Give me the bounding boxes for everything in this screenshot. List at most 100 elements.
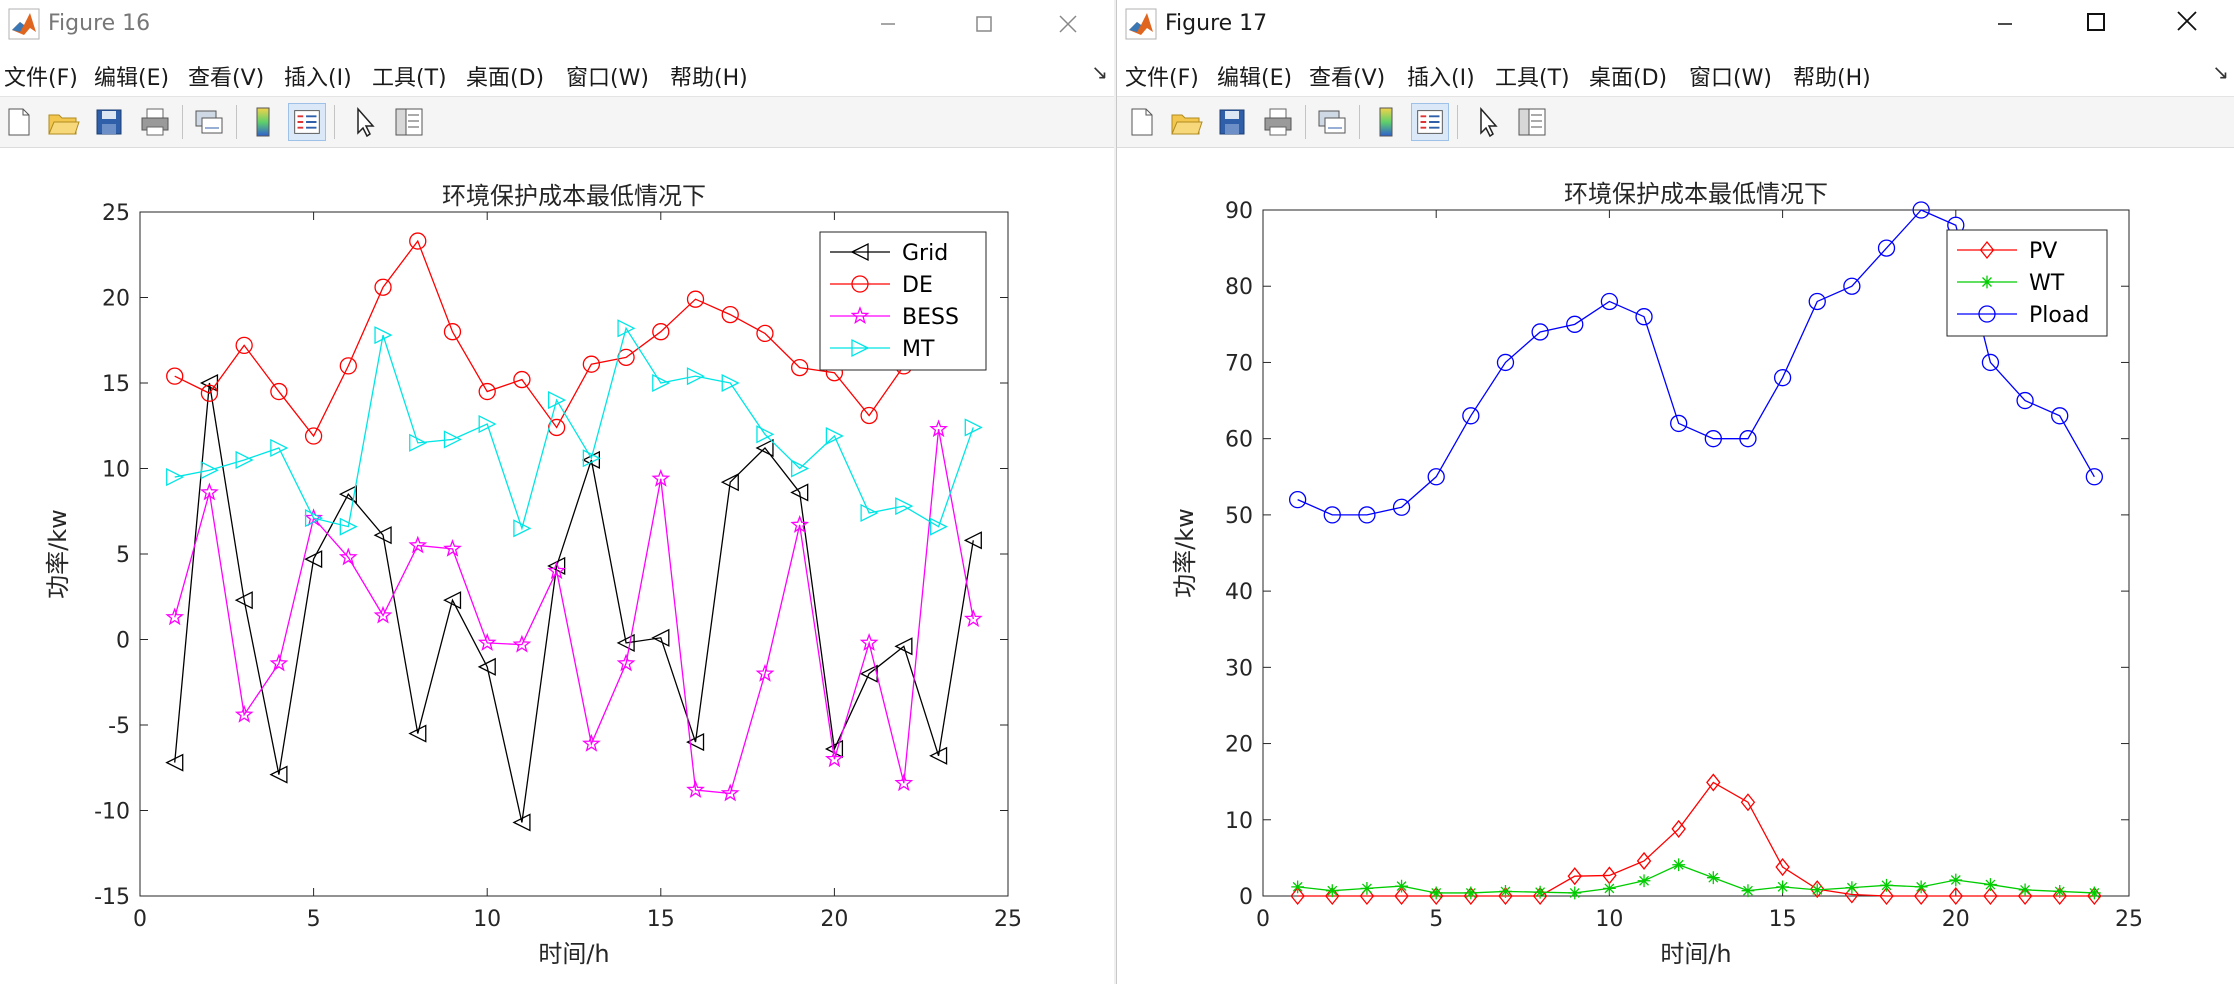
figure-16-axes[interactable]: 环境保护成本最低情况下 0 5 10 15 20 25 -15 -10 -5 0 5 10 15 20 25 时…: [0, 148, 1114, 984]
y-tick-label: -10: [94, 800, 130, 825]
maximize-icon[interactable]: [2063, 0, 2127, 48]
data-point-pload: [1808, 292, 1826, 311]
link-plot-icon[interactable]: [1313, 103, 1351, 141]
x-axis-label: 时间/h: [538, 940, 609, 968]
data-point-bess: [755, 663, 775, 682]
data-point-bess: [825, 749, 844, 768]
data-point-pv: [1498, 886, 1513, 906]
data-point-wt: [1395, 879, 1408, 893]
menu-help[interactable]: 帮助(H): [670, 66, 748, 91]
property-inspector-icon[interactable]: [1513, 103, 1551, 141]
data-point-grid: [165, 753, 184, 772]
menu-view[interactable]: 查看(V): [1309, 66, 1386, 91]
data-point-pload: [1427, 468, 1445, 486]
edit-plot-pointer-icon[interactable]: [346, 103, 384, 141]
y-tick-label: 90: [1225, 199, 1253, 224]
data-point-wt: [1741, 884, 1755, 898]
menu-desktop[interactable]: 桌面(D): [1589, 66, 1668, 91]
print-icon[interactable]: [1259, 103, 1297, 141]
new-figure-icon[interactable]: [0, 103, 38, 141]
data-point-pload: [1496, 353, 1515, 372]
open-file-icon[interactable]: [1167, 103, 1205, 141]
legend-label-wt: WT: [2029, 271, 2065, 296]
menu-help[interactable]: 帮助(H): [1793, 66, 1871, 91]
menu-file[interactable]: 文件(F): [4, 66, 78, 91]
figure-17-axes[interactable]: 环境保护成本最低情况下 0 5 10 15 20 25 0 10 20 30 40 50 60 70 80 90…: [1117, 148, 2234, 984]
close-icon[interactable]: [1036, 0, 1100, 48]
menu-insert[interactable]: 插入(I): [1407, 66, 1475, 91]
legend-icon[interactable]: [288, 103, 326, 141]
data-point-wt: [1291, 880, 1305, 894]
data-point-bess: [651, 468, 671, 487]
legend-label-grid: Grid: [902, 241, 948, 266]
legend-icon[interactable]: [1411, 103, 1449, 141]
menu-edit[interactable]: 编辑(E): [1217, 66, 1293, 91]
legend-label-pload: Pload: [2029, 303, 2089, 328]
menu-file[interactable]: 文件(F): [1125, 66, 1199, 91]
y-tick-label: 20: [102, 287, 130, 312]
data-point-wt: [1568, 886, 1582, 900]
menu-edit[interactable]: 编辑(E): [94, 66, 170, 91]
minimize-icon[interactable]: [856, 0, 920, 48]
data-point-pv: [1879, 886, 1894, 906]
data-point-bess: [477, 633, 497, 651]
legend[interactable]: Grid DE BESS MT: [819, 231, 987, 371]
maximize-icon[interactable]: [952, 0, 1016, 48]
link-plot-icon[interactable]: [190, 103, 228, 141]
data-point-grid: [408, 724, 427, 743]
data-point-de: [721, 305, 739, 324]
data-point-de: [791, 358, 809, 377]
open-file-icon[interactable]: [44, 103, 82, 141]
data-point-mt: [304, 509, 324, 528]
minimize-icon[interactable]: [1973, 0, 2037, 48]
dock-arrow-icon[interactable]: ↘: [1091, 60, 1108, 84]
x-tick-label: 15: [647, 907, 675, 932]
data-point-wt: [2087, 886, 2101, 900]
data-point-de: [686, 290, 705, 308]
data-point-grid: [338, 485, 357, 504]
menu-window[interactable]: 窗口(W): [1689, 66, 1772, 91]
data-point-pload: [1566, 315, 1584, 333]
legend[interactable]: PV WT Pload: [1946, 229, 2108, 337]
colorbar-icon[interactable]: [244, 103, 282, 141]
data-point-bess: [269, 653, 289, 672]
menu-tools[interactable]: 工具(T): [1495, 66, 1570, 91]
data-point-pv: [1359, 886, 1375, 906]
data-point-wt: [1325, 884, 1339, 898]
legend-marker-mt: [851, 338, 870, 358]
print-icon[interactable]: [136, 103, 174, 141]
save-icon[interactable]: [90, 103, 128, 141]
data-point-wt: [1914, 880, 1928, 894]
property-inspector-icon[interactable]: [390, 103, 428, 141]
title-bar[interactable]: Figure 16: [0, 0, 1114, 48]
legend-label-mt: MT: [902, 337, 935, 362]
title-bar[interactable]: Figure 17: [1117, 0, 2234, 48]
close-icon[interactable]: [2155, 0, 2219, 48]
menu-view[interactable]: 查看(V): [188, 66, 265, 91]
window-title: Figure 16: [48, 11, 151, 36]
data-point-grid: [269, 765, 288, 784]
series-line-grid: [174, 382, 974, 823]
data-point-bess: [929, 419, 948, 438]
data-point-de: [478, 382, 496, 401]
menu-window[interactable]: 窗口(W): [566, 66, 649, 91]
colorbar-icon[interactable]: [1367, 103, 1405, 141]
legend-box: [819, 231, 987, 371]
data-point-pload: [1912, 201, 1930, 219]
data-point-grid: [894, 637, 913, 656]
menu-tools[interactable]: 工具(T): [372, 66, 447, 91]
new-figure-icon[interactable]: [1123, 103, 1161, 141]
data-point-wt: [1499, 885, 1512, 898]
data-point-pv: [1983, 886, 1998, 906]
data-point-bess: [512, 634, 532, 653]
save-icon[interactable]: [1213, 103, 1251, 141]
dock-arrow-icon[interactable]: ↘: [2212, 60, 2229, 84]
matlab-logo-icon: [1125, 8, 1157, 40]
edit-plot-pointer-icon[interactable]: [1469, 103, 1507, 141]
data-point-grid: [234, 591, 253, 610]
data-point-grid: [686, 733, 705, 752]
data-point-wt: [1845, 881, 1859, 895]
data-point-pload: [1462, 407, 1480, 425]
menu-insert[interactable]: 插入(I): [284, 66, 352, 91]
menu-desktop[interactable]: 桌面(D): [466, 66, 545, 91]
